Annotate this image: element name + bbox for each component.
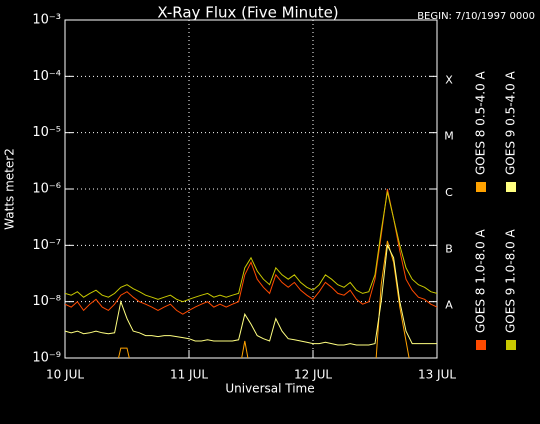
legend-swatch bbox=[476, 182, 486, 192]
y2-tick-label: M bbox=[444, 130, 454, 143]
series-line bbox=[65, 243, 437, 346]
y-axis-label: Watts meter2 bbox=[3, 148, 17, 230]
chart-subtitle: BEGIN: 7/10/1997 0000 bbox=[417, 11, 535, 22]
legend-label: GOES 9 0.5-4.0 A bbox=[504, 70, 518, 175]
x-tick-label: 10 JUL bbox=[46, 368, 84, 382]
series-line bbox=[65, 191, 437, 303]
legend-swatch bbox=[506, 340, 516, 350]
series-line bbox=[65, 188, 437, 315]
y-tick-label: 10⁻³ bbox=[32, 13, 61, 28]
series-line bbox=[118, 240, 410, 358]
legend-label: GOES 8 1.0-8.0 A bbox=[474, 228, 488, 333]
x-tick-label: 13 JUL bbox=[418, 368, 456, 382]
y-tick-label: 10⁻⁷ bbox=[32, 238, 61, 253]
x-tick-label: 11 JUL bbox=[170, 368, 208, 382]
legend-swatch bbox=[506, 182, 516, 192]
y-tick-label: 10⁻⁶ bbox=[32, 182, 61, 197]
y-tick-label: 10⁻⁸ bbox=[32, 294, 61, 309]
y2-tick-label: C bbox=[445, 186, 453, 199]
y2-tick-label: B bbox=[445, 242, 453, 255]
y2-tick-label: A bbox=[445, 299, 453, 312]
x-axis-label: Universal Time bbox=[225, 382, 314, 396]
chart-title: X-Ray Flux (Five Minute) bbox=[157, 4, 338, 22]
y2-tick-label: X bbox=[445, 73, 453, 86]
plot-area bbox=[65, 188, 437, 358]
legend-label: GOES 8 0.5-4.0 A bbox=[474, 70, 488, 175]
y-tick-label: 10⁻⁹ bbox=[32, 351, 61, 366]
legend-swatch bbox=[476, 340, 486, 350]
legend-label: GOES 9 1.0-8.0 A bbox=[504, 228, 518, 333]
y-tick-label: 10⁻⁴ bbox=[32, 69, 61, 84]
x-tick-label: 12 JUL bbox=[294, 368, 332, 382]
y-tick-label: 10⁻⁵ bbox=[32, 125, 61, 140]
